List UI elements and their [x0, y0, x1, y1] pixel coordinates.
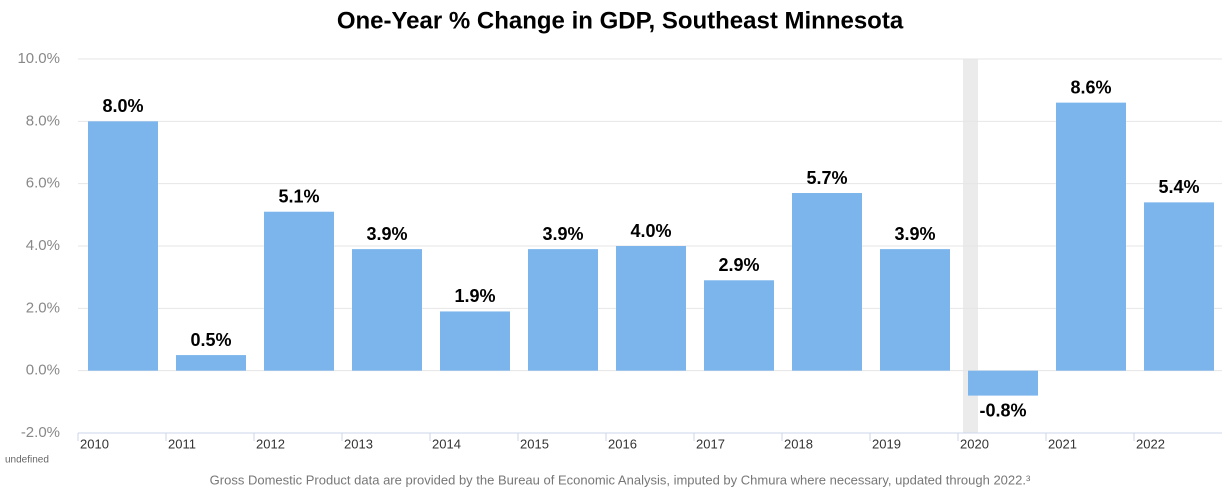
x-tick-label: 2010: [80, 436, 109, 451]
data-label: 2.9%: [718, 255, 759, 275]
bar: [1056, 102, 1126, 371]
x-tick-label: 2012: [256, 436, 285, 451]
bar: [440, 311, 510, 371]
bar: [616, 246, 686, 371]
x-tick-label: 2014: [432, 436, 461, 451]
data-label: 3.9%: [542, 224, 583, 244]
x-tick-label: 2015: [520, 436, 549, 451]
x-tick-label: 2017: [696, 436, 725, 451]
x-tick-label: 2019: [872, 436, 901, 451]
x-tick-label: 2020: [960, 436, 989, 451]
data-label: 5.1%: [278, 186, 319, 206]
data-label: 8.0%: [102, 96, 143, 116]
x-tick-label: 2021: [1048, 436, 1077, 451]
data-label: 5.7%: [806, 168, 847, 188]
data-label: 5.4%: [1158, 177, 1199, 197]
data-label: 3.9%: [894, 224, 935, 244]
footnote: Gross Domestic Product data are provided…: [210, 472, 1031, 487]
chart-title: One-Year % Change in GDP, Southeast Minn…: [337, 7, 904, 34]
y-tick-label: 6.0%: [26, 175, 60, 192]
bar: [880, 249, 950, 371]
data-label: -0.8%: [979, 400, 1026, 420]
x-tick-label: 2022: [1136, 436, 1165, 451]
bar: [352, 249, 422, 371]
data-label: 8.6%: [1070, 77, 1111, 97]
data-label: 1.9%: [454, 286, 495, 306]
y-tick-label: 8.0%: [26, 112, 60, 129]
bar: [704, 280, 774, 371]
y-tick-label: 4.0%: [26, 237, 60, 254]
x-tick-label: 2018: [784, 436, 813, 451]
y-tick-label: 0.0%: [26, 362, 60, 379]
x-tick-label: 2016: [608, 436, 637, 451]
y-tick-label: -2.0%: [21, 424, 60, 441]
x-tick-label: 2011: [168, 436, 196, 451]
bar: [88, 121, 158, 371]
data-label: 3.9%: [366, 224, 407, 244]
bar: [176, 355, 246, 371]
data-label: 0.5%: [190, 330, 231, 350]
x-tick-label: 2013: [344, 436, 373, 451]
bar: [528, 249, 598, 371]
bar: [1144, 202, 1214, 371]
corner-note: undefined: [5, 455, 49, 466]
y-tick-label: 2.0%: [26, 299, 60, 316]
y-tick-label: 10.0%: [17, 50, 60, 67]
bar: [968, 370, 1038, 396]
data-label: 4.0%: [630, 221, 671, 241]
bar: [792, 193, 862, 371]
bar: [264, 211, 334, 371]
